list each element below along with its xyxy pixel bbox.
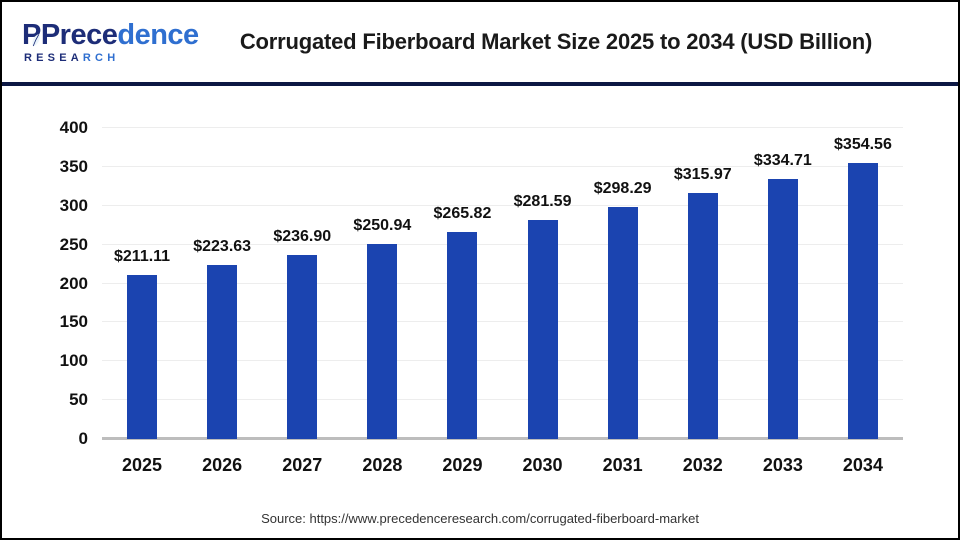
bar-value-label-2034: $354.56 [834,136,892,154]
source-text: Source: https://www.precedenceresearch.c… [261,511,699,526]
bar-2031 [607,207,638,439]
header: P Prece dence RESEARCH Corrugated Fiberboa… [2,2,958,82]
chart-title: Corrugated Fiberboard Market Size 2025 t… [239,29,873,54]
bar-group-2034: $354.56 2034 [823,128,903,475]
y-tick-label-200: 200 [59,273,88,293]
x-tick-label-2027: 2027 [282,455,323,475]
plot-area: 0 50 100 150 200 250 300 350 400 $211.11 2025 $223.… [60,118,903,475]
gridline-50 [102,399,903,401]
x-tick-label-2034: 2034 [842,455,883,475]
bar-group-2027: $236.90 2027 [262,128,342,475]
logo-p-letter: P [22,20,41,50]
bar-group-2030: $281.59 2030 [503,128,583,475]
bar-2029 [447,232,478,439]
chart-section: 0 50 100 150 200 250 300 350 400 $211.11 2025 $223.… [2,86,958,506]
logo-name-blue: dence [117,18,199,51]
bar-group-2025: $211.11 2025 [102,128,182,475]
x-tick-label-2030: 2030 [522,455,563,475]
bar-2032 [687,193,718,439]
precedence-research-logo: P Prece dence RESEARCH [22,18,199,64]
y-tick-label-0: 0 [78,429,88,448]
bar-2033 [767,178,798,439]
gridline-400 [102,127,903,128]
bar-2028 [367,243,398,439]
x-tick-label-2028: 2028 [362,455,403,475]
bar-value-label-2025: $211.11 [114,247,171,265]
gridline-250 [102,243,903,245]
bar-value-label-2032: $315.97 [673,166,732,184]
x-tick-label-2029: 2029 [442,455,483,475]
bar-2030 [527,220,558,439]
y-tick-label-400: 400 [59,118,88,137]
header-divider [2,82,958,86]
logo-wordmark: P Prece dence [22,18,199,51]
x-tick-label-2026: 2026 [202,455,243,475]
bar-2027 [287,254,318,439]
bar-group-2029: $265.82 2029 [422,128,502,475]
gridline-300 [102,204,903,206]
bars-container: $211.11 2025 $223.63 2026 $236.90 2027 $250.94… [102,128,903,475]
gridline-350 [102,165,903,167]
bar-group-2033: $334.71 2033 [743,128,823,475]
bar-group-2026: $223.63 2026 [182,128,262,475]
gridline-200 [102,282,903,284]
bar-value-label-2030: $281.59 [513,193,572,211]
logo-name-dark: Prece [40,18,118,51]
bar-value-label-2029: $265.82 [433,205,492,223]
bar-2026 [207,265,238,439]
logo-research-line: RESEARCH [22,51,172,64]
bar-group-2031: $298.29 2031 [583,128,663,475]
bar-value-label-2031: $298.29 [593,180,652,198]
bar-value-label-2026: $223.63 [193,238,252,256]
bar-value-label-2028: $250.94 [353,216,412,234]
x-tick-label-2033: 2033 [762,455,803,475]
x-axis-baseline [102,437,903,440]
bar-2025 [127,274,158,439]
bar-value-label-2027: $236.90 [273,227,332,245]
x-tick-label-2025: 2025 [122,455,163,475]
bar-value-label-2033: $334.71 [753,151,812,169]
y-tick-label-300: 300 [59,195,88,215]
leaf-icon [25,22,46,54]
logo-research-dark: RESEA [24,51,83,64]
x-tick-label-2031: 2031 [602,455,643,475]
bar-2034 [847,163,878,439]
y-tick-label-50: 50 [69,390,88,410]
y-tick-label-350: 350 [59,156,88,176]
x-tick-label-2032: 2032 [682,455,723,475]
bar-group-2028: $250.94 2028 [342,128,422,475]
logo-research-blue: RCH [82,51,120,64]
y-tick-label-150: 150 [59,312,88,332]
gridline-100 [102,360,903,362]
gridline-150 [102,321,903,323]
y-tick-label-250: 250 [59,234,88,254]
y-tick-label-100: 100 [59,351,88,371]
bar-group-2032: $315.97 2032 [663,128,743,475]
